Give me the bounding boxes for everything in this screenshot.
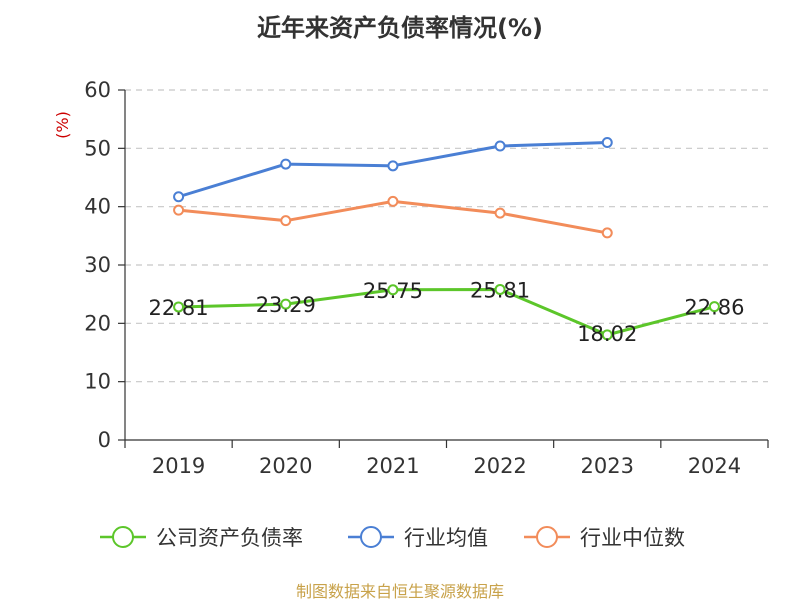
data-point[interactable] bbox=[387, 284, 399, 296]
y-tick-label: 40 bbox=[84, 195, 111, 219]
legend-label: 行业均值 bbox=[404, 526, 488, 550]
data-point[interactable] bbox=[280, 158, 292, 170]
data-point[interactable] bbox=[173, 191, 185, 203]
legend-label: 行业中位数 bbox=[580, 526, 685, 550]
data-point[interactable] bbox=[280, 298, 292, 310]
data-label: 23.29 bbox=[256, 293, 316, 317]
legend-item-1[interactable]: 行业均值 bbox=[348, 526, 488, 550]
x-tick-label: 2020 bbox=[259, 454, 312, 478]
data-label: 18.02 bbox=[577, 322, 637, 346]
legend-label: 公司资产负债率 bbox=[156, 526, 303, 550]
data-point[interactable] bbox=[601, 329, 613, 341]
data-point[interactable] bbox=[280, 215, 292, 227]
y-tick-label: 50 bbox=[84, 136, 111, 160]
data-point[interactable] bbox=[601, 137, 613, 148]
y-tick-label: 10 bbox=[84, 370, 111, 394]
data-point[interactable] bbox=[387, 195, 399, 207]
legend-swatch-marker bbox=[360, 526, 382, 548]
source-note: 制图数据来自恒生聚源数据库 bbox=[295, 582, 504, 601]
data-point[interactable] bbox=[387, 160, 399, 172]
data-label: 25.75 bbox=[363, 279, 423, 303]
x-tick-label: 2023 bbox=[581, 454, 634, 478]
y-tick-label: 30 bbox=[84, 253, 111, 277]
data-point[interactable] bbox=[173, 301, 185, 313]
grid-lines bbox=[125, 89, 768, 383]
x-tick-label: 2022 bbox=[473, 454, 526, 478]
y-tick-label: 60 bbox=[84, 78, 111, 102]
data-label: 22.86 bbox=[684, 296, 744, 320]
series-lines bbox=[173, 137, 720, 341]
x-tick-label: 2024 bbox=[688, 454, 741, 478]
legend-swatch-marker bbox=[112, 526, 134, 548]
data-point[interactable] bbox=[494, 283, 506, 295]
legend-item-0[interactable]: 公司资产负债率 bbox=[100, 526, 303, 550]
data-point[interactable] bbox=[494, 207, 506, 219]
data-label: 25.81 bbox=[470, 278, 530, 302]
axes: 0 10 20 30 40 50 60 2019 2020 2021 2022 2023 2024 bbox=[84, 78, 769, 478]
y-axis-unit-label: (%) bbox=[53, 111, 72, 139]
data-point[interactable] bbox=[494, 140, 506, 152]
chart-title: 近年来资产负债率情况(%) bbox=[257, 14, 543, 42]
y-tick-label: 0 bbox=[98, 428, 111, 452]
x-tick-label: 2021 bbox=[366, 454, 419, 478]
data-point[interactable] bbox=[708, 301, 720, 313]
y-tick-label: 20 bbox=[84, 311, 111, 335]
data-labels: 22.81 23.29 25.75 25.81 18.02 22.86 bbox=[149, 278, 745, 345]
series-line-0 bbox=[178, 287, 715, 337]
legend-item-2[interactable]: 行业中位数 bbox=[524, 526, 685, 550]
legend-swatch-marker bbox=[536, 526, 558, 548]
legend: 公司资产负债率 行业均值 行业中位数 bbox=[100, 526, 685, 550]
data-label: 22.81 bbox=[149, 296, 209, 320]
x-tick-label: 2019 bbox=[152, 454, 205, 478]
data-point[interactable] bbox=[601, 227, 613, 239]
data-point[interactable] bbox=[173, 204, 185, 216]
